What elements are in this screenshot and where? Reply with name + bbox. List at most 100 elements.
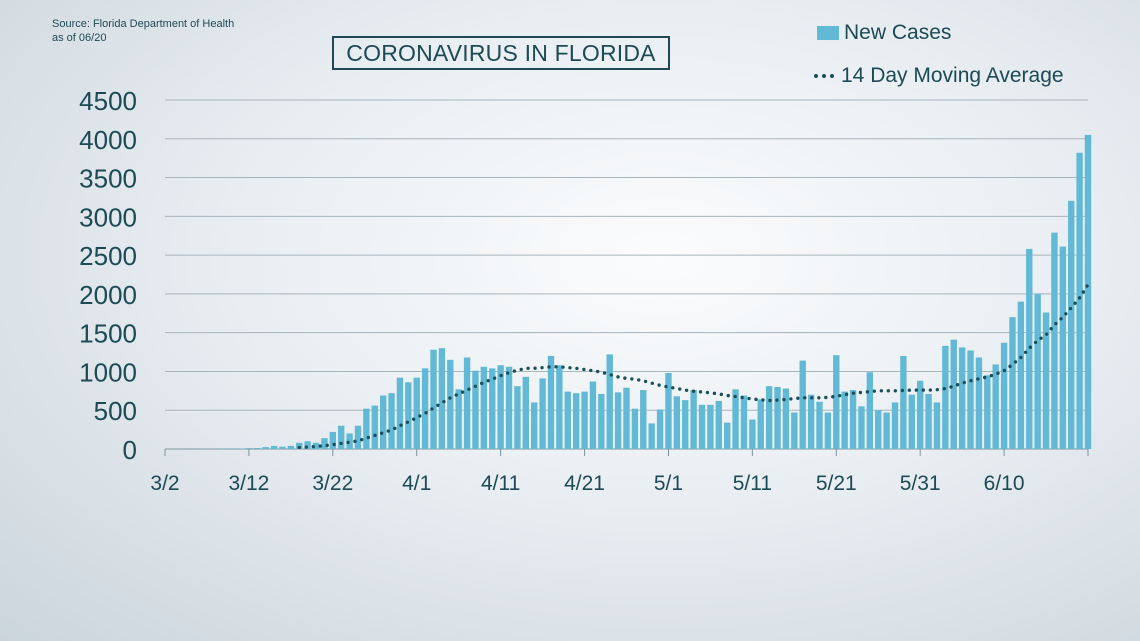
bar (245, 448, 253, 449)
bar (807, 394, 815, 449)
legend-moving-average: 14 Day Moving Average (814, 64, 1064, 88)
bar (1042, 312, 1050, 449)
bar (916, 380, 924, 449)
moving-average-line (297, 282, 1090, 450)
bar (1017, 301, 1025, 449)
bar (1026, 248, 1033, 449)
bar (354, 425, 362, 449)
bar (631, 408, 639, 449)
bar (891, 402, 899, 449)
bar (287, 445, 295, 449)
bar (908, 394, 915, 449)
bar (497, 365, 504, 449)
bar (1068, 200, 1075, 449)
bar (875, 410, 882, 449)
bar (866, 372, 874, 449)
bar (338, 425, 345, 449)
x-tick-label: 5/21 (816, 472, 857, 495)
y-tick-label: 1000 (79, 357, 137, 387)
source-line: Source: Florida Department of Health (52, 18, 235, 30)
legend-moving-average-label: 14 Day Moving Average (841, 64, 1064, 87)
bar (925, 393, 932, 449)
bar (665, 372, 672, 449)
x-tick-label: 4/21 (564, 472, 605, 495)
bar (463, 357, 471, 449)
bar (715, 400, 722, 449)
bar (1034, 293, 1041, 449)
bar (698, 404, 706, 449)
bar (757, 399, 764, 449)
bar (262, 447, 269, 449)
bar (833, 355, 840, 449)
bar (774, 386, 781, 449)
bar (656, 409, 664, 449)
bar (1009, 317, 1016, 449)
as-of-date: as of 06/20 (52, 32, 107, 44)
bar (228, 448, 236, 449)
bar (791, 412, 798, 449)
legend-new-cases: New Cases (817, 21, 951, 45)
bar (623, 387, 630, 449)
bar (572, 393, 580, 449)
bar (598, 393, 605, 449)
bar (514, 386, 521, 449)
bar (539, 378, 546, 449)
y-tick-label: 2000 (79, 280, 137, 310)
source-note: Source: Florida Department of Health as … (52, 17, 234, 45)
bar (589, 381, 597, 449)
bar (1076, 152, 1083, 449)
bar (531, 402, 538, 449)
bar (724, 422, 731, 449)
bar (933, 402, 941, 449)
bar (749, 419, 756, 449)
bar (379, 395, 387, 449)
y-tick-label: 1500 (79, 319, 137, 349)
bar (556, 365, 563, 449)
bar (765, 386, 773, 449)
bar (1084, 134, 1092, 449)
bar (547, 355, 555, 449)
bar (900, 355, 907, 449)
x-tick-label: 5/11 (733, 472, 772, 495)
bar (472, 370, 479, 449)
legend-new-cases-label: New Cases (844, 21, 952, 44)
x-tick-label: 6/10 (984, 472, 1025, 495)
bar (614, 392, 622, 449)
bar (740, 395, 748, 449)
bar (270, 445, 278, 449)
bar (421, 368, 429, 449)
bar (673, 396, 681, 449)
x-tick-label: 3/22 (312, 472, 353, 495)
bar (371, 405, 378, 449)
bar (363, 408, 370, 449)
bar (254, 447, 261, 449)
bar (732, 389, 739, 449)
x-tick-label: 5/31 (900, 472, 941, 495)
y-tick-label: 2500 (79, 241, 137, 271)
bar (489, 368, 496, 449)
bar (984, 375, 991, 449)
y-tick-label: 0 (123, 435, 137, 465)
bar (950, 339, 957, 449)
bar (329, 431, 337, 449)
bar (690, 390, 697, 449)
bar (455, 389, 462, 449)
bar (975, 357, 983, 449)
bar (707, 404, 714, 449)
bar (640, 390, 647, 449)
chart-title: CORONAVIRUS IN FLORIDA (332, 36, 670, 70)
y-tick-label: 4500 (79, 86, 137, 116)
bar (648, 423, 655, 449)
legend-dots-icon (814, 74, 834, 78)
bar (992, 364, 999, 449)
bar (606, 354, 613, 449)
chart-title-text: CORONAVIRUS IN FLORIDA (346, 39, 656, 66)
bar (1059, 246, 1067, 449)
x-tick-label: 4/11 (481, 472, 520, 495)
bar (220, 448, 227, 449)
bar (682, 400, 689, 449)
bar (581, 391, 588, 449)
bar (279, 446, 286, 449)
bar (958, 347, 966, 449)
bar (858, 406, 865, 449)
